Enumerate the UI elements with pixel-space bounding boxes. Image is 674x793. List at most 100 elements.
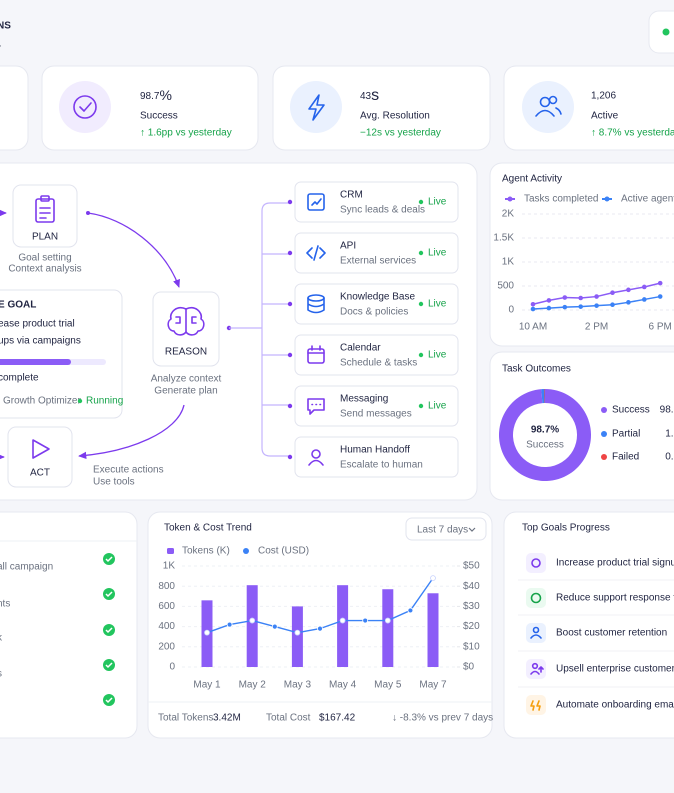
data-point [249,617,256,624]
node-note: Goal setting [18,253,71,264]
kpi-label: Success [140,111,178,122]
connector-dot [287,352,293,358]
data-point [407,607,414,614]
node-note: Analyze context [151,374,222,385]
chart-title: Task Outcomes [502,364,571,375]
y-tick-label: 2K [502,209,515,220]
tool-name: CRM [340,190,363,201]
chart-card [147,511,493,739]
footer-label: Total Cost [266,713,311,724]
y2-tick-label: $10 [463,641,480,652]
page-title: NS [0,21,11,32]
status-dot [662,28,670,36]
tool-name: API [340,241,356,252]
tool-status: Live [428,197,447,208]
status-dot [418,250,424,256]
kpi-value: 43s [360,87,379,104]
node-note: Use tools [93,477,135,488]
bar [382,589,394,667]
node-title: ACT [30,468,50,479]
kpi-number: 98.7 [140,91,160,102]
data-point [317,625,323,632]
tool-card [294,334,459,376]
combo-chart: 0 200 400 600 800 1K $0 $10 $20 $30 $40 $50 May 1 May… [158,546,480,691]
node-note: Generate plan [154,386,217,397]
tool-desc: Escalate to human [340,460,423,471]
center-label: Success [526,440,564,451]
kpi-delta: ↑ 1.6pp vs yesterday [140,128,232,139]
footer-change: ↓ -8.3% vs prev 7 days [392,713,493,724]
x-tick-label: 6 PM [649,322,672,333]
kpi-number: 43 [360,91,372,102]
y-tick-label: 0 [508,305,514,316]
data-point [657,280,663,286]
x-tick-label: May 7 [419,680,447,691]
status-dot [418,301,424,307]
tool-status: Live [428,248,447,259]
kpi-card: 98.7% Success ↑ 1.6pp vs yesterday [41,65,259,151]
data-point [204,629,210,636]
data-point [578,304,583,309]
tool-status: Live [428,350,447,361]
data-point [562,304,568,310]
legend-label: Tasks completed [524,194,598,205]
tool-icon [307,193,325,211]
connector-dot [287,199,293,205]
line-chart: 0 500 1K 1.5K 2K 10 AM 2 PM 6 PM Tasks completed… [493,194,674,333]
center-value: 98.7% [531,425,559,436]
tool-card [294,181,459,223]
kpi-value: 1,206 [591,91,616,102]
tool-desc: Schedule & tasks [340,358,417,369]
status-pill[interactable] [648,10,674,54]
connector-dot [287,301,293,307]
data-point [562,295,568,300]
legend-label: Partial [612,429,640,440]
data-point [271,623,278,630]
y2-tick-label: $20 [463,621,480,632]
legend-swatch [167,548,174,554]
bar [291,606,303,667]
kpi-value: 98.7% [140,87,172,103]
status-dot [418,403,424,409]
legend-swatch [243,548,249,554]
recent-list: all campaign nts k s [0,511,138,739]
tool-desc: External services [340,256,416,267]
node-title: REASON [165,347,207,358]
y-tick-label: 600 [158,601,175,612]
chart-card [489,162,674,347]
data-point [546,298,552,303]
tool-status: Live [428,299,447,310]
range-dropdown[interactable]: Last 7 days [405,517,487,541]
y-tick-label: 0 [169,662,175,673]
tool-desc: Docs & policies [340,307,408,318]
tool-card [294,385,459,427]
data-point [530,301,536,307]
data-point [384,617,391,624]
data-point [610,302,615,308]
legend-swatch [604,196,610,202]
data-point [642,284,647,290]
kpi-card: 1,206 Active ↑ 8.7% vs yesterday [503,65,674,151]
pie-slice [544,389,545,404]
y-tick-label: 200 [158,641,175,652]
y-tick-label: 800 [158,581,175,592]
kpi-unit: % [159,87,171,103]
connector-dot [287,454,293,460]
donut-chart: 98.7% Success Success 98.7% Partial 1.1% Faile… [498,389,674,482]
tool-icon [307,294,325,314]
tool-card [294,232,459,274]
tool-status: Live [428,401,447,412]
chart-title: Token & Cost Trend [164,523,252,534]
legend-label: Active agents [621,194,674,205]
value-label: 0.2% [665,452,674,463]
connector-dot [287,403,293,409]
connector-dot [287,250,293,256]
list-item: nts [0,599,10,610]
range-label[interactable]: Last 7 days [417,525,468,536]
data-point [339,617,346,624]
tool-icon [307,398,325,415]
data-point [626,287,631,293]
footer-label: Total Tokens [158,713,213,724]
data-point [657,294,663,299]
pie-slice [541,389,545,404]
